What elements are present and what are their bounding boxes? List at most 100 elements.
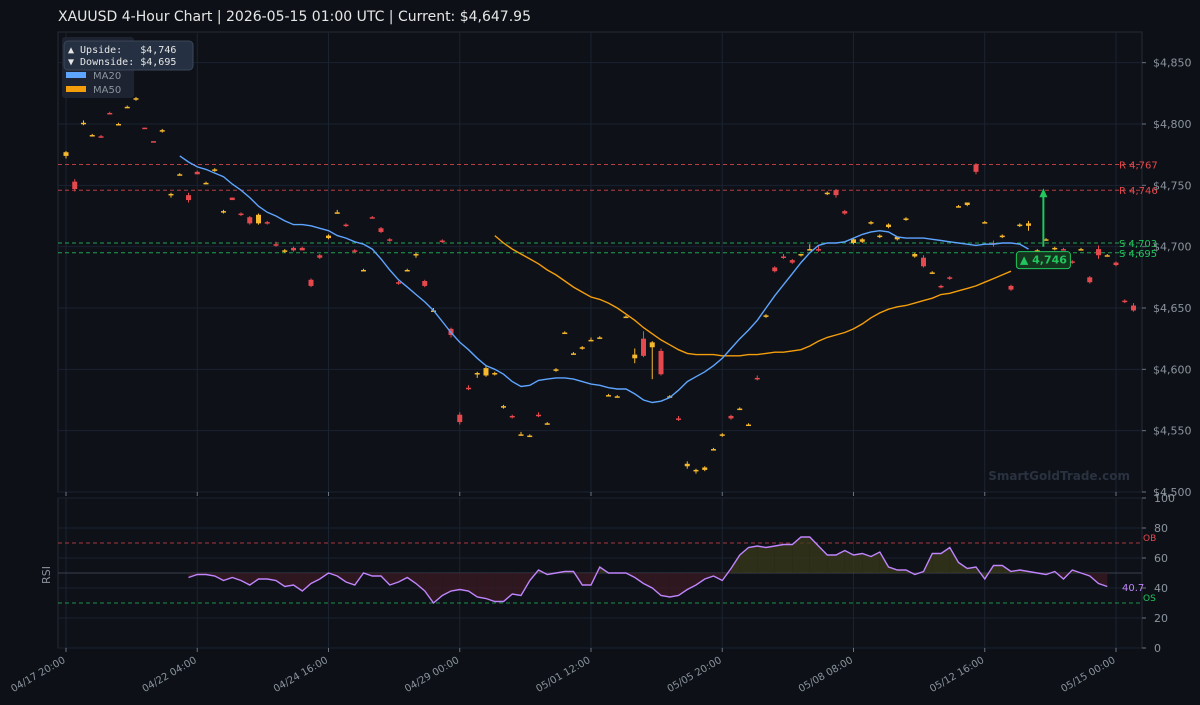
rsi-fill-above [774, 544, 784, 573]
rsi-fill-above [792, 537, 801, 573]
candle-up [571, 353, 576, 355]
candle-down [142, 127, 148, 130]
candle-up [982, 222, 988, 224]
candle-up [964, 202, 970, 205]
candle-down [1069, 261, 1075, 263]
candle-down [1131, 305, 1136, 311]
candle-down [921, 257, 926, 267]
rsi-tick-label: 0 [1154, 642, 1161, 655]
candle-up [894, 236, 900, 240]
candle-up [903, 218, 909, 220]
candle-up [851, 239, 856, 243]
candle-up [693, 469, 699, 472]
candle-up [81, 122, 86, 125]
rsi-current-value: 40.7 [1122, 583, 1144, 594]
rsi-fill-above [862, 553, 871, 573]
rsi-fill-above [827, 555, 836, 573]
price-tick-label: $4,550 [1153, 425, 1192, 438]
rsi-fill-below [284, 573, 294, 587]
price-tick-label: $4,850 [1153, 57, 1192, 70]
candle-up [361, 269, 366, 272]
candle-up [544, 423, 550, 425]
rsi-fill-below [512, 573, 521, 596]
rsi-fill-below [241, 573, 250, 585]
rsi-axis-label: RSI [40, 566, 53, 584]
resistance-level-label: R 4,746 [1119, 186, 1158, 197]
rsi-fill-above [958, 562, 968, 573]
candle-down [1122, 300, 1128, 303]
candle-up [221, 211, 226, 213]
rsi-y-axis: 0 20 40 60 80 100 [1142, 492, 1175, 655]
candle-up [597, 337, 603, 339]
candle-down [833, 190, 839, 196]
candle-up [579, 347, 585, 349]
candle-up [719, 434, 725, 436]
candle-down [299, 247, 305, 251]
rsi-fill-below [634, 573, 644, 584]
rsi-fill-above [844, 550, 854, 573]
candle-up [212, 169, 218, 171]
candle-down [1096, 249, 1101, 256]
candle-down [387, 239, 393, 241]
candle-up [116, 124, 121, 126]
candle-up [334, 212, 340, 214]
candle-down [107, 112, 113, 115]
rsi-fill-below [704, 573, 714, 579]
rsi-fill-above [941, 547, 950, 573]
rsi-tick-label: 80 [1154, 522, 1168, 535]
candle-up [868, 222, 874, 224]
rsi-fill-below [346, 573, 355, 585]
rsi-fill-below [407, 573, 416, 584]
rsi-fill-below [459, 573, 469, 591]
candle-up [177, 174, 183, 176]
candle-down [509, 415, 515, 418]
candle-down [352, 250, 358, 252]
rsi-line [188, 536, 1108, 605]
price-tick-label: $4,750 [1153, 179, 1192, 192]
candle-down [754, 377, 760, 380]
rsi-fill-below [389, 573, 399, 585]
candle-down [72, 181, 78, 190]
rsi-fill-above [949, 547, 959, 573]
candle-up [929, 272, 935, 274]
candle-down [658, 350, 664, 375]
ma50-line [494, 235, 1012, 357]
candle-up [886, 224, 891, 228]
candle-up [702, 467, 708, 470]
candle-down [1008, 285, 1014, 290]
candle-down [1087, 277, 1093, 283]
candle-up [859, 239, 865, 242]
candle-up [168, 193, 174, 196]
ma50-legend-label: MA50 [93, 85, 121, 96]
candle-down [343, 224, 349, 227]
downside-target: ▼ Downside: $4,695 [68, 57, 176, 68]
candle-up [527, 435, 533, 438]
rsi-tick-label: 20 [1154, 612, 1168, 625]
chart-title: XAUUSD 4-Hour Chart | 2026-05-15 01:00 U… [58, 9, 531, 25]
rsi-fill-below [433, 573, 443, 603]
rsi-fill-below [416, 573, 425, 591]
rsi-fill-below [503, 573, 513, 602]
rsi-tick-label: 100 [1154, 492, 1175, 505]
candle-up [474, 373, 480, 375]
rsi-fill-above [879, 552, 889, 573]
candle-down [439, 240, 445, 243]
candle-down [98, 136, 104, 138]
candle-up [606, 395, 611, 397]
candle-down [291, 247, 296, 251]
rsi-fill-below [311, 573, 320, 584]
rsi-fill-below [696, 573, 705, 585]
rsi-fill-below [582, 573, 591, 585]
rsi-fill-above [853, 553, 863, 573]
candle-down [396, 282, 401, 284]
rsi-fill-below [477, 573, 486, 599]
candle-down [317, 255, 323, 258]
rsi-fill-above [757, 546, 766, 573]
rsi-tick-label: 60 [1154, 552, 1168, 565]
candle-up [562, 332, 568, 335]
candle-down [229, 197, 235, 201]
rsi-fill-below [267, 573, 276, 581]
rsi-fill-above [888, 567, 898, 573]
candle-up [282, 250, 288, 252]
candle-up [326, 235, 331, 239]
